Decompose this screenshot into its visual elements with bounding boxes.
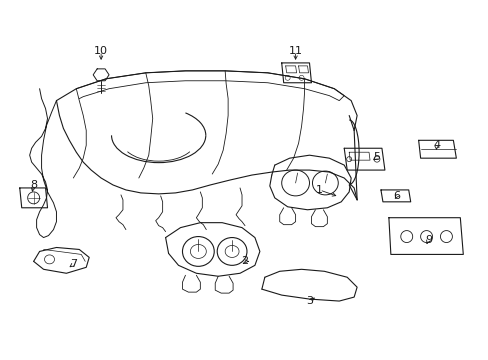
Text: 10: 10: [94, 46, 108, 56]
Text: 5: 5: [373, 152, 380, 162]
Text: 2: 2: [241, 256, 248, 266]
Text: 4: 4: [432, 140, 439, 150]
Text: 1: 1: [315, 185, 322, 195]
Text: 7: 7: [70, 259, 77, 269]
Text: 8: 8: [30, 180, 37, 190]
Text: 9: 9: [424, 234, 431, 244]
Text: 6: 6: [392, 191, 400, 201]
Text: 11: 11: [288, 46, 302, 56]
Text: 3: 3: [305, 296, 312, 306]
